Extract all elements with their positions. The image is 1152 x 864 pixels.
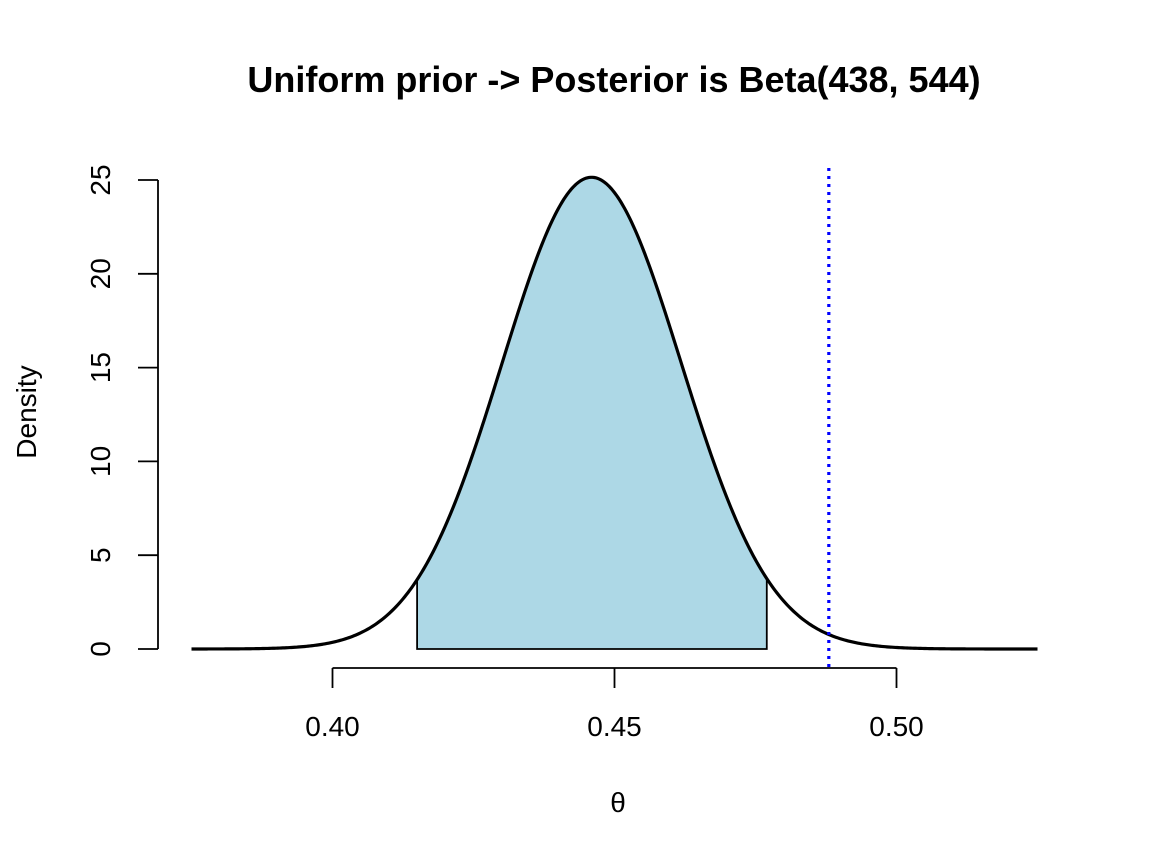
x-tick-label: 0.50 <box>869 711 924 742</box>
y-tick-label: 15 <box>85 352 116 383</box>
density-curve <box>191 175 1038 651</box>
x-tick-label: 0.45 <box>587 711 642 742</box>
chart-title: Uniform prior -> Posterior is Beta(438, … <box>247 59 980 100</box>
y-axis: 0 5 10 15 20 25 <box>85 164 159 657</box>
x-tick-label: 0.40 <box>305 711 360 742</box>
y-tick-label: 10 <box>85 446 116 477</box>
plot-area <box>191 168 1038 669</box>
y-tick-label: 25 <box>85 164 116 195</box>
y-tick-label: 0 <box>85 641 116 657</box>
x-axis: 0.40 0.45 0.50 <box>305 667 924 742</box>
y-tick-label: 5 <box>85 547 116 563</box>
y-axis-label: Density <box>11 365 42 458</box>
y-tick-label: 20 <box>85 258 116 289</box>
credible-interval-area <box>416 176 768 650</box>
x-axis-label: θ <box>610 787 626 818</box>
